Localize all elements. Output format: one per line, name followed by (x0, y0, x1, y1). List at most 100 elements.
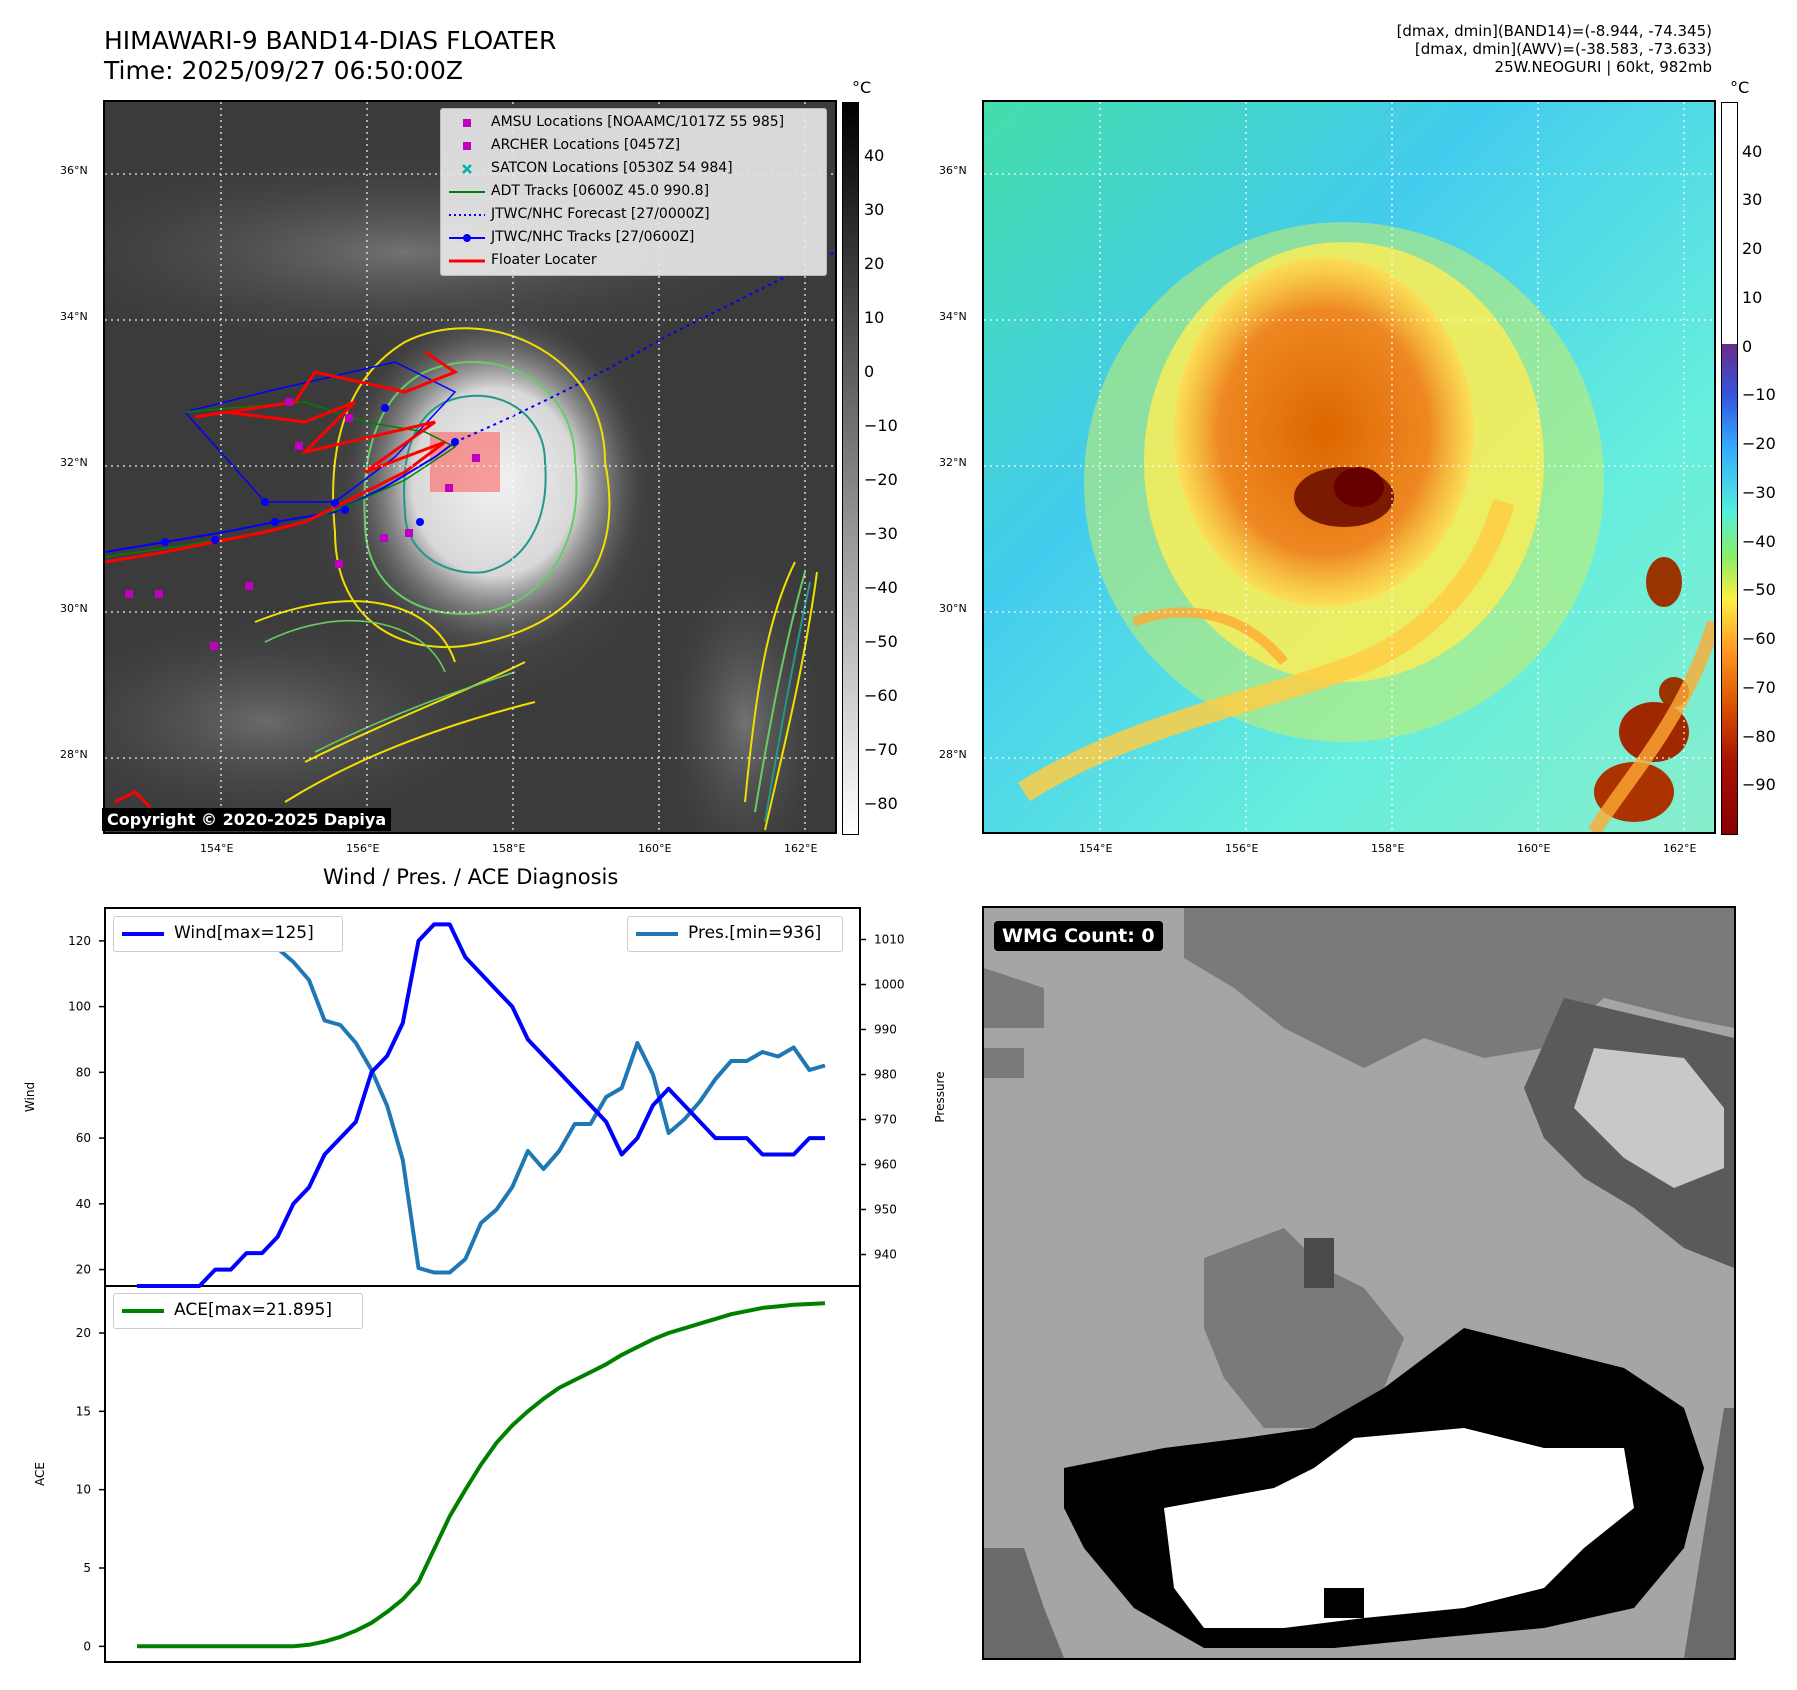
pressure-y-tick-label: 950 (874, 1203, 897, 1217)
lat-label: 28°N (60, 748, 88, 761)
lon-label: 158°E (1371, 842, 1405, 855)
wind-y-tick-label: 20 (76, 1263, 91, 1277)
legend-symbol-line-icon (449, 191, 485, 193)
colorbar-tick: −20 (1742, 434, 1776, 453)
wind-series-line (137, 922, 825, 1288)
ace-plot-area (104, 1285, 861, 1663)
lat-label: 28°N (939, 748, 967, 761)
pressure-axis-label: Pressure (933, 1071, 947, 1122)
lon-label: 154°E (1079, 842, 1113, 855)
colorbar-tick: −80 (864, 794, 898, 813)
wind-legend-line-icon (122, 932, 164, 936)
awv-colorbar-unit: °C (1730, 78, 1750, 97)
ace-y-tick-label: 10 (76, 1483, 91, 1497)
colorbar-tick: −30 (1742, 483, 1776, 502)
legend-label: Floater Locater (491, 252, 597, 268)
colorbar-tick: −60 (1742, 629, 1776, 648)
colorbar-tick: −30 (864, 524, 898, 543)
colorbar-tick: −40 (1742, 532, 1776, 551)
legend-item-floater: Floater Locater (441, 251, 826, 271)
wind-y-tick-label: 80 (76, 1065, 91, 1079)
legend-label: ARCHER Locations [0457Z] (491, 137, 681, 153)
legend-symbol-square-icon (463, 119, 471, 127)
colorbar-tick: −40 (864, 578, 898, 597)
colorbar-tick: −80 (1742, 727, 1776, 746)
stats-band14: [dmax, dmin](BAND14)=(-8.944, -74.345) (1396, 22, 1712, 40)
pressure-legend-label: Pres.[min=936] (688, 923, 822, 943)
ace-legend-line-icon (122, 1309, 164, 1313)
colorbar-tick: 20 (1742, 239, 1763, 258)
lon-label: 156°E (346, 842, 380, 855)
ace-legend-label: ACE[max=21.895] (174, 1300, 332, 1320)
colorbar-tick: 30 (1742, 190, 1763, 209)
lat-label: 30°N (60, 602, 88, 615)
lon-label: 160°E (1517, 842, 1551, 855)
wmg-panel (982, 906, 1736, 1660)
colorbar-tick: 0 (1742, 337, 1753, 356)
copyright-label: Copyright © 2020-2025 Dapiya (102, 808, 392, 831)
ace-y-tick-label: 5 (83, 1561, 91, 1575)
legend-item-amsu: AMSU Locations [NOAAMC/1017Z 55 985] (441, 113, 826, 133)
colorbar-tick: −70 (1742, 678, 1776, 697)
lat-label: 32°N (939, 456, 967, 469)
wind-axis-label: Wind (23, 1082, 37, 1112)
colorbar-tick: −10 (1742, 385, 1776, 404)
awv-map-panel (982, 100, 1716, 834)
lat-label: 36°N (60, 164, 88, 177)
storm-id: 25W.NEOGURI | 60kt, 982mb (1494, 58, 1712, 76)
awv-colorbar (1721, 102, 1738, 835)
colorbar-tick: −90 (1742, 775, 1776, 794)
colorbar-tick: −10 (864, 416, 898, 435)
legend-symbol-dotted-icon (449, 214, 485, 216)
lon-label: 162°E (1663, 842, 1697, 855)
lat-label: 36°N (939, 164, 967, 177)
pressure-y-tick-label: 1010 (874, 933, 905, 947)
legend-label: ADT Tracks [0600Z 45.0 990.8] (491, 183, 710, 199)
lon-label: 162°E (784, 842, 818, 855)
ir-colorbar (842, 102, 859, 835)
ace-legend: ACE[max=21.895] (113, 1293, 363, 1329)
legend-item-archer: ARCHER Locations [0457Z] (441, 136, 826, 156)
figure-time: Time: 2025/09/27 06:50:00Z (104, 56, 463, 85)
colorbar-tick: 10 (1742, 288, 1763, 307)
wind-y-tick-label: 100 (68, 1000, 91, 1014)
wmg-count-label: WMG Count: 0 (994, 921, 1163, 951)
pressure-y-tick-label: 940 (874, 1248, 897, 1262)
wind-y-tick-label: 60 (76, 1131, 91, 1145)
lat-label: 34°N (939, 310, 967, 323)
pressure-y-tick-label: 960 (874, 1158, 897, 1172)
ace-y-tick-label: 20 (76, 1326, 91, 1340)
legend-symbol-line-dot-icon (449, 234, 485, 242)
figure-title: HIMAWARI-9 BAND14-DIAS FLOATER (104, 26, 557, 55)
ir-colorbar-unit: °C (852, 78, 872, 97)
legend-label: JTWC/NHC Forecast [27/0000Z] (491, 206, 710, 222)
lon-label: 158°E (492, 842, 526, 855)
ir-map-legend: AMSU Locations [NOAAMC/1017Z 55 985] ARC… (440, 108, 827, 276)
legend-item-adt: ADT Tracks [0600Z 45.0 990.8] (441, 182, 826, 202)
pressure-legend: Pres.[min=936] (627, 916, 843, 952)
stats-block: [dmax, dmin](BAND14)=(-8.944, -74.345) [… (1112, 22, 1712, 76)
wind-legend: Wind[max=125] (113, 916, 343, 952)
pressure-y-tick-label: 1000 (874, 978, 905, 992)
wind-legend-label: Wind[max=125] (174, 923, 314, 943)
ace-y-tick-label: 0 (83, 1639, 91, 1653)
colorbar-tick: −50 (1742, 580, 1776, 599)
colorbar-tick: 40 (864, 146, 885, 165)
lon-label: 160°E (638, 842, 672, 855)
colorbar-tick: −50 (864, 632, 898, 651)
legend-label: JTWC/NHC Tracks [27/0600Z] (491, 229, 695, 245)
wind-y-tick-label: 120 (68, 934, 91, 948)
pressure-y-tick-label: 990 (874, 1023, 897, 1037)
awv-map-image (984, 102, 1714, 832)
lat-label: 34°N (60, 310, 88, 323)
colorbar-tick: 40 (1742, 142, 1763, 161)
colorbar-tick: 30 (864, 200, 885, 219)
ace-axis-label: ACE (33, 1462, 47, 1486)
colorbar-tick: 0 (864, 362, 875, 381)
wind-y-tick-label: 40 (76, 1197, 91, 1211)
lat-label: 32°N (60, 456, 88, 469)
pressure-legend-line-icon (636, 932, 678, 936)
legend-symbol-x-icon (462, 164, 472, 174)
ace-y-tick-label: 15 (76, 1404, 91, 1418)
lon-label: 154°E (200, 842, 234, 855)
